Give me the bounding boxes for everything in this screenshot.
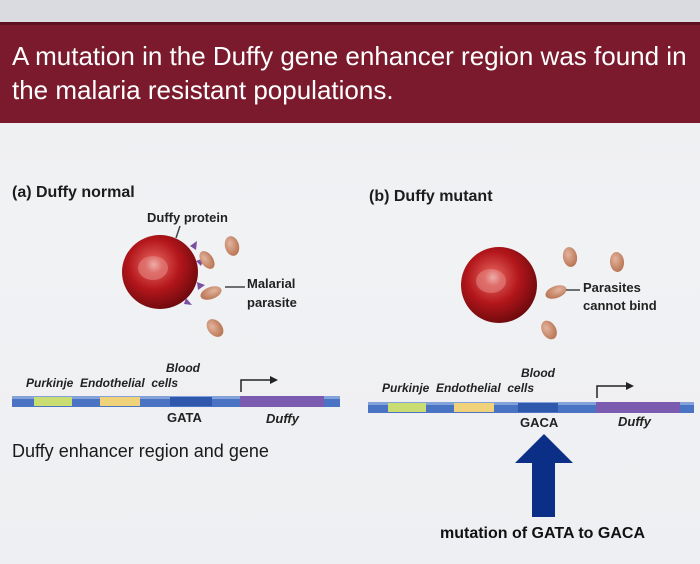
transcription-start-arrow-normal [240,379,270,392]
gene-bar-mutant [368,402,694,413]
duffy-gene-label-normal: Duffy [266,411,299,426]
transcription-arrowhead-mutant [626,382,634,390]
panel-b-title: (b) Duffy mutant [369,188,493,205]
top-strip [0,0,700,22]
duffy-protein-label: Duffy protein [147,210,228,225]
duffy-protein-pointer [175,225,181,239]
duffy-protein-markers [184,241,205,305]
gaca-site-label: GACA [520,415,559,430]
cannot-bind-label: cannot bind [583,298,657,313]
red-blood-cell-normal-highlight [138,256,168,280]
transcription-arrowhead-normal [270,376,278,384]
gene-bar-normal [12,396,340,407]
malarial-parasites-normal [199,236,240,337]
title-banner: A mutation in the Duffy gene enhancer re… [0,22,700,123]
transcription-start-arrow-mutant [596,385,626,398]
parasites-label: Parasites [583,280,641,295]
panel-a-title: (a) Duffy normal [12,184,135,201]
duffy-gene-label-mutant: Duffy [618,414,651,429]
blood-label-normal: Blood [166,361,200,375]
gata-site-label: GATA [167,410,202,425]
parasites-mutant [541,247,625,340]
parasite-label: parasite [247,295,297,310]
enhancer-caption: Duffy enhancer region and gene [12,441,269,461]
cells-label-mutant: Purkinje Endothelial cells [382,381,535,395]
malarial-label: Malarial [247,276,296,291]
cells-label-normal: Purkinje Endothelial cells [26,376,179,390]
mutation-caption: mutation of GATA to GACA [440,525,645,542]
mutation-arrow [515,434,573,517]
banner-title: A mutation in the Duffy gene enhancer re… [12,41,687,105]
blood-label-mutant: Blood [521,366,555,380]
red-blood-cell-mutant-highlight [476,269,506,293]
